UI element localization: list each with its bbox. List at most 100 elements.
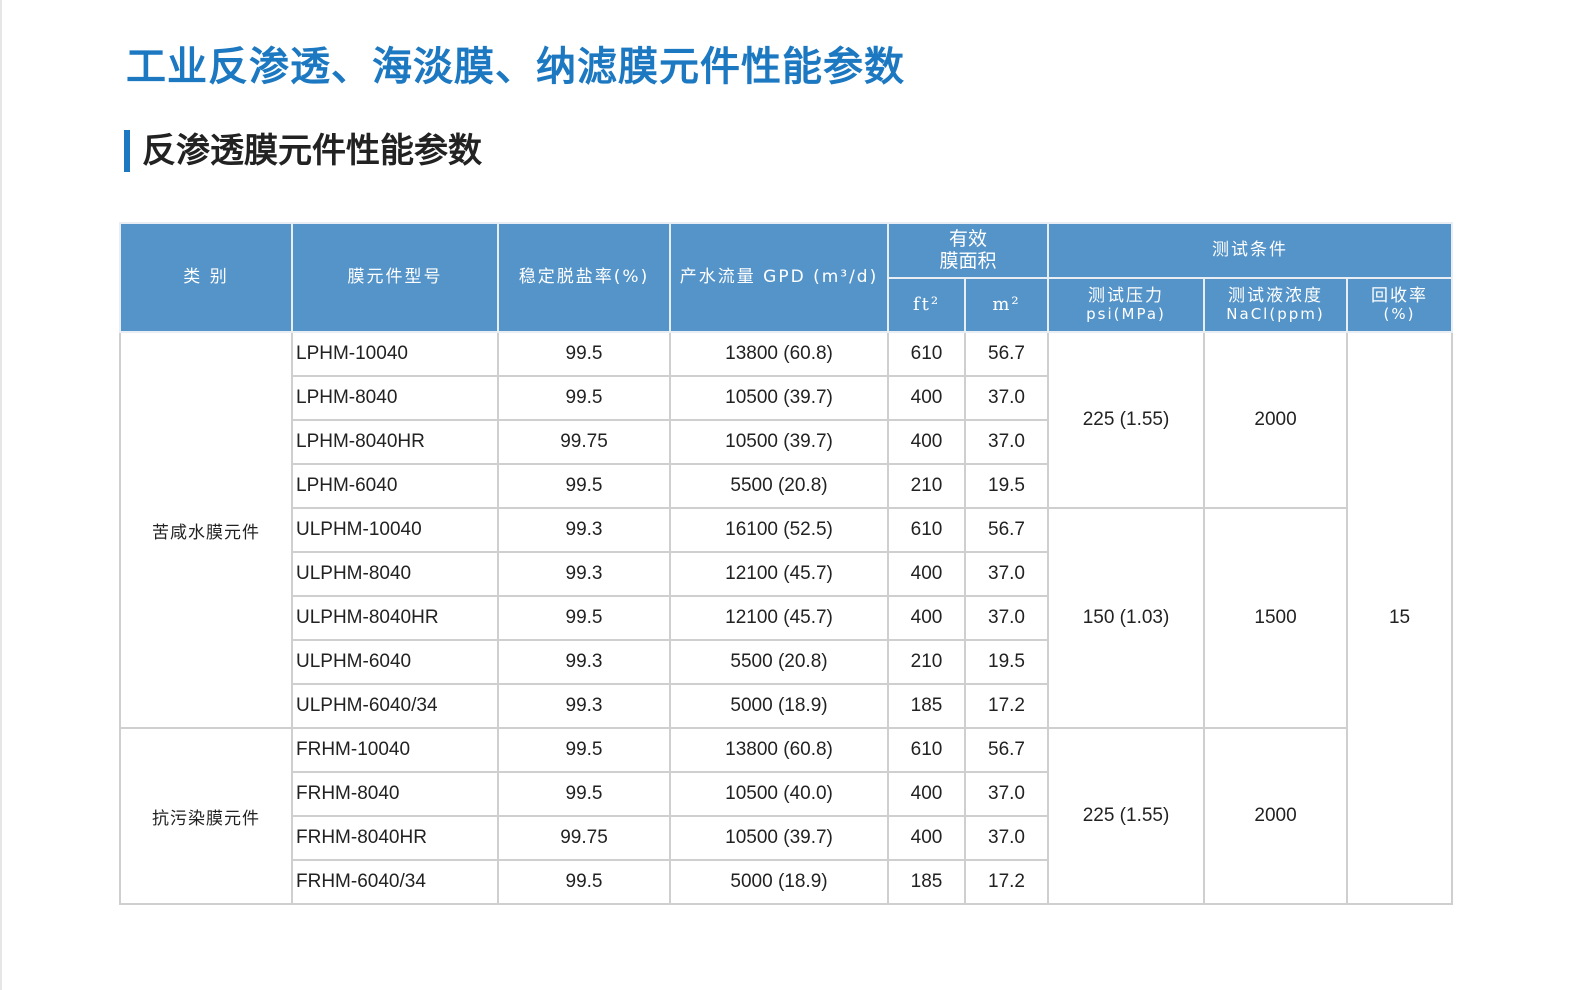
concentration-cell: 1500 (1203, 507, 1349, 729)
header-recovery: 回收率 (%) (1346, 277, 1454, 333)
table-row: ULPHM-8040 99.3 12100 (45.7) 400 37.0 (120, 551, 1452, 597)
area-ft2-cell: 610 (887, 727, 966, 773)
header-test-conditions: 测试条件 (1047, 222, 1454, 279)
rejection-cell: 99.5 (497, 595, 671, 641)
area-m2-cell: 17.2 (963, 683, 1050, 729)
flow-cell: 12100 (45.7) (669, 551, 889, 597)
table-row: FRHM-8040HR 99.75 10500 (39.7) 400 37.0 (120, 815, 1452, 861)
header-conc-unit: NaCl(ppm) (1226, 305, 1325, 324)
concentration-cell: 2000 (1203, 727, 1349, 905)
rejection-cell: 99.3 (497, 551, 671, 597)
area-ft2-cell: 400 (887, 551, 966, 597)
model-cell: LPHM-10040 (291, 331, 499, 377)
area-ft2-cell: 210 (887, 639, 966, 685)
table-row: LPHM-8040 99.5 10500 (39.7) 400 37.0 (120, 375, 1452, 421)
area-ft2-cell: 400 (887, 419, 966, 465)
header-recovery-unit: (%) (1383, 305, 1416, 324)
area-ft2-cell: 610 (887, 507, 966, 553)
section-title: 反渗透膜元件性能参数 (124, 130, 482, 172)
rejection-cell: 99.5 (497, 331, 671, 377)
rejection-cell: 99.5 (497, 375, 671, 421)
header-pressure-label: 测试压力 (1088, 285, 1165, 306)
rejection-cell: 99.3 (497, 639, 671, 685)
area-ft2-cell: 400 (887, 375, 966, 421)
flow-cell: 10500 (39.7) (669, 419, 889, 465)
area-m2-cell: 37.0 (963, 771, 1050, 817)
table-row: FRHM-6040/34 99.5 5000 (18.9) 185 17.2 (120, 859, 1452, 905)
area-m2-cell: 56.7 (963, 507, 1050, 553)
area-m2-cell: 37.0 (963, 815, 1050, 861)
header-category: 类 别 (119, 222, 293, 333)
table-row: 苦咸水膜元件 LPHM-10040 99.5 13800 (60.8) 610 56.7 2… (119, 331, 1454, 905)
table-row: FRHM-8040 99.5 10500 (40.0) 400 37.0 (120, 771, 1452, 817)
model-cell: ULPHM-6040 (291, 639, 499, 685)
flow-cell: 13800 (60.8) (669, 727, 889, 773)
model-cell: FRHM-8040 (291, 771, 499, 817)
header-rejection: 稳定脱盐率(%) (497, 222, 671, 333)
model-cell: ULPHM-6040/34 (291, 683, 499, 729)
area-ft2-cell: 610 (887, 331, 966, 377)
page-edge (0, 0, 2, 990)
area-m2-cell: 19.5 (963, 463, 1050, 509)
rejection-cell: 99.3 (497, 507, 671, 553)
flow-cell: 5500 (20.8) (669, 639, 889, 685)
flow-cell: 5000 (18.9) (669, 859, 889, 905)
model-cell: ULPHM-10040 (291, 507, 499, 553)
model-cell: LPHM-8040 (291, 375, 499, 421)
area-m2-cell: 19.5 (963, 639, 1050, 685)
pressure-cell: 225 (1.55) (1047, 331, 1206, 509)
flow-cell: 10500 (39.7) (669, 815, 889, 861)
page-title: 工业反渗透、海淡膜、纳滤膜元件性能参数 (126, 44, 905, 90)
pressure-cell: 225 (1.55) (1047, 727, 1206, 905)
recovery-cell: 15 (1346, 331, 1454, 905)
area-ft2-cell: 400 (887, 595, 966, 641)
rejection-cell: 99.75 (497, 419, 671, 465)
area-ft2-cell: 185 (887, 859, 966, 905)
rejection-cell: 99.5 (497, 727, 671, 773)
flow-cell: 5000 (18.9) (669, 683, 889, 729)
header-conc-label: 测试液浓度 (1228, 285, 1324, 306)
table-row: LPHM-8040HR 99.75 10500 (39.7) 400 37.0 (120, 419, 1452, 465)
model-cell: ULPHM-8040HR (291, 595, 499, 641)
rejection-cell: 99.75 (497, 815, 671, 861)
performance-table: 类 别 膜元件型号 稳定脱盐率(%) 产水流量 GPD (m³/d) 有效 膜面… (119, 222, 1454, 905)
category-cell: 抗污染膜元件 (119, 727, 293, 905)
table-row: ULPHM-8040HR 99.5 12100 (45.7) 400 37.0 (120, 595, 1452, 641)
concentration-cell: 2000 (1203, 331, 1349, 509)
model-cell: LPHM-8040HR (291, 419, 499, 465)
area-m2-cell: 56.7 (963, 727, 1050, 773)
flow-cell: 16100 (52.5) (669, 507, 889, 553)
rejection-cell: 99.5 (497, 463, 671, 509)
area-m2-cell: 37.0 (963, 595, 1050, 641)
header-area-m2: m² (963, 277, 1050, 333)
header-concentration: 测试液浓度 NaCl(ppm) (1203, 277, 1349, 333)
model-cell: FRHM-8040HR (291, 815, 499, 861)
flow-cell: 13800 (60.8) (669, 331, 889, 377)
model-cell: LPHM-6040 (291, 463, 499, 509)
area-m2-cell: 37.0 (963, 419, 1050, 465)
flow-cell: 10500 (40.0) (669, 771, 889, 817)
model-cell: FRHM-10040 (291, 727, 499, 773)
area-ft2-cell: 400 (887, 815, 966, 861)
area-ft2-cell: 400 (887, 771, 966, 817)
header-pressure-unit: psi(MPa) (1086, 305, 1166, 324)
area-ft2-cell: 210 (887, 463, 966, 509)
area-ft2-cell: 185 (887, 683, 966, 729)
table-row: 抗污染膜元件 FRHM-10040 99.5 13800 (60.8) 610 56.7 2… (119, 727, 1452, 905)
pressure-cell: 150 (1.03) (1047, 507, 1206, 729)
header-model: 膜元件型号 (291, 222, 499, 333)
rejection-cell: 99.5 (497, 859, 671, 905)
header-area-ft2: ft² (887, 277, 966, 333)
model-cell: ULPHM-8040 (291, 551, 499, 597)
header-recovery-label: 回收率 (1371, 285, 1429, 306)
table-row: ULPHM-10040 99.3 16100 (52.5) 610 56.7 150 (1… (120, 507, 1452, 729)
area-m2-cell: 37.0 (963, 551, 1050, 597)
rejection-cell: 99.3 (497, 683, 671, 729)
header-pressure: 测试压力 psi(MPa) (1047, 277, 1206, 333)
header-area: 有效 膜面积 (886, 222, 1050, 279)
category-cell: 苦咸水膜元件 (119, 331, 293, 729)
flow-cell: 5500 (20.8) (669, 463, 889, 509)
flow-cell: 12100 (45.7) (669, 595, 889, 641)
table-row: ULPHM-6040 99.3 5500 (20.8) 210 19.5 (120, 639, 1452, 685)
table-row: ULPHM-6040/34 99.3 5000 (18.9) 185 17.2 (120, 683, 1452, 729)
